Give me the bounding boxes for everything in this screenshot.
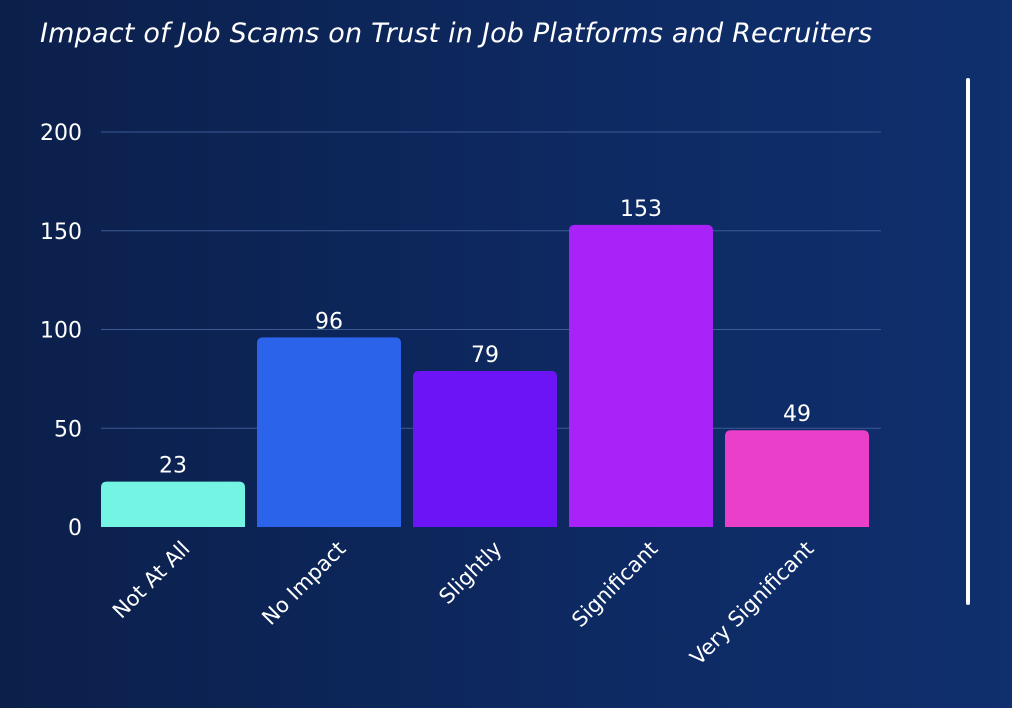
data-label: 49 xyxy=(783,402,811,427)
x-tick-label: No Impact xyxy=(257,537,350,630)
x-tick-label: Not At All xyxy=(108,537,195,624)
gridlines xyxy=(101,131,881,429)
x-tick-label: Very Significant xyxy=(685,537,818,670)
y-tick-label: 100 xyxy=(40,319,82,344)
y-tick-label: 0 xyxy=(68,516,82,541)
chart-title: Impact of Job Scams on Trust in Job Plat… xyxy=(40,18,873,49)
x-tick-label: Slightly xyxy=(434,537,506,609)
data-label: 79 xyxy=(471,343,499,368)
bar xyxy=(569,224,713,527)
x-axis-labels: Not At All No Impact Slightly Significant Ve… xyxy=(108,537,819,670)
bars xyxy=(101,224,869,527)
x-tick-label: Significant xyxy=(567,537,662,632)
vertical-divider xyxy=(966,78,970,605)
y-tick-label: 200 xyxy=(40,121,82,146)
bar xyxy=(725,430,869,527)
data-label: 96 xyxy=(315,309,343,334)
y-axis-ticks: 0 50 100 150 200 xyxy=(40,121,82,541)
data-labels: 23 96 79 153 49 xyxy=(159,197,811,479)
data-label: 23 xyxy=(159,454,187,479)
y-tick-label: 50 xyxy=(54,417,82,442)
bar xyxy=(257,337,401,527)
data-label: 153 xyxy=(620,197,662,222)
y-tick-label: 150 xyxy=(40,220,82,245)
bar xyxy=(101,481,245,527)
bar xyxy=(413,370,557,527)
